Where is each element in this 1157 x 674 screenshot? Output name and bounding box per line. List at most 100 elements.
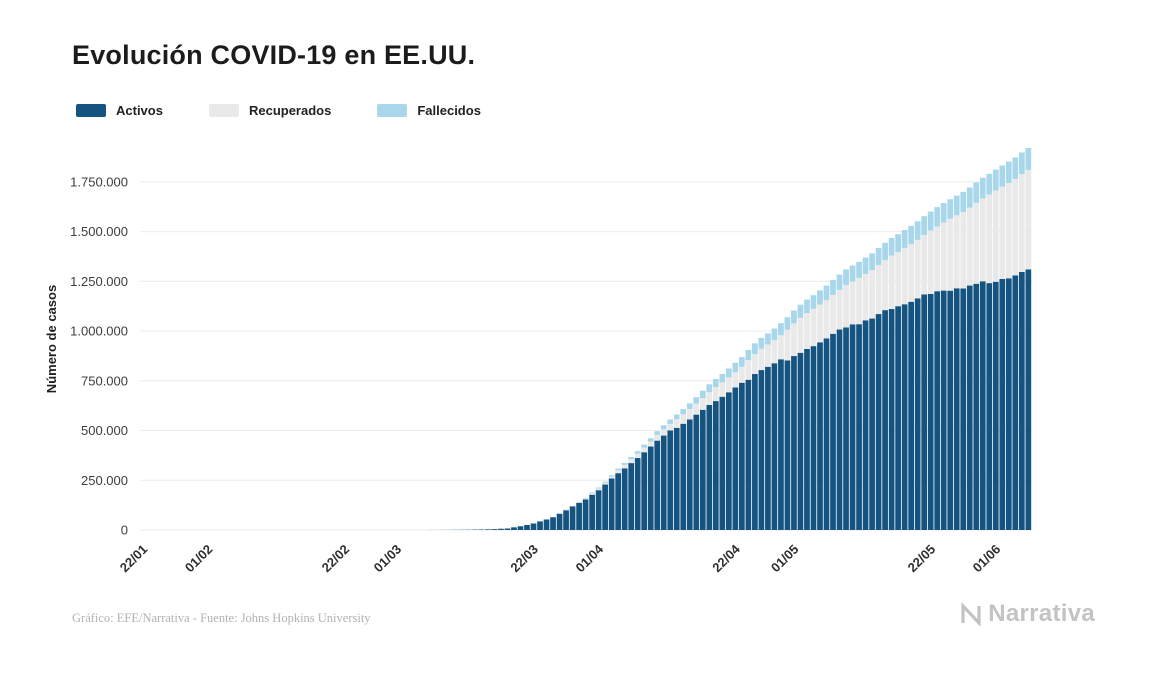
x-tick-label: 01/03	[371, 542, 405, 576]
bar-segment-activos	[797, 352, 804, 530]
bar-segment-recuperados	[686, 409, 693, 420]
bar-segment-fallecidos	[1012, 157, 1019, 179]
bar-segment-activos	[778, 359, 784, 530]
x-tick-label: 01/06	[970, 542, 1004, 576]
bar-segment-activos	[908, 301, 915, 530]
bar-segment-recuperados	[602, 482, 608, 485]
bar-segment-fallecidos	[856, 261, 862, 278]
bar-segment-activos	[498, 528, 504, 530]
bar-segment-activos	[986, 283, 993, 530]
bar-segment-activos	[543, 519, 550, 530]
bar-segment-recuperados	[1018, 174, 1025, 272]
bar-segment-recuperados	[817, 304, 823, 343]
bar-segment-fallecidos	[647, 438, 654, 442]
bar-segment-fallecidos	[608, 475, 615, 477]
bar-segment-recuperados	[901, 247, 908, 305]
bar-segment-activos	[537, 521, 543, 530]
bar-segment-recuperados	[706, 392, 713, 405]
bar-segment-fallecidos	[862, 257, 869, 274]
bar-segment-recuperados	[634, 453, 641, 459]
bar-segment-fallecidos	[992, 169, 999, 191]
bar-segment-activos	[621, 468, 628, 530]
bar-segment-activos	[712, 401, 719, 530]
legend-item-recuperados: Recuperados	[208, 103, 332, 118]
bar-segment-fallecidos	[791, 310, 797, 324]
bar-segment-recuperados	[849, 281, 856, 325]
bar-segment-fallecidos	[836, 274, 843, 290]
bar-segment-fallecidos	[986, 173, 993, 195]
bar-segment-activos	[966, 285, 973, 530]
bar-segment-fallecidos	[882, 242, 888, 261]
bar-segment-activos	[758, 370, 765, 530]
legend: Activos Recuperados Fallecidos	[76, 103, 481, 118]
bar-segment-fallecidos	[745, 349, 752, 361]
x-tick-label: 22/05	[905, 542, 939, 576]
bar-segment-fallecidos	[1018, 152, 1025, 175]
bar-segment-recuperados	[673, 419, 680, 428]
bar-segment-recuperados	[973, 202, 980, 284]
y-tick-label: 1.250.000	[70, 274, 128, 289]
bar-segment-recuperados	[582, 498, 589, 500]
bar-segment-activos	[576, 502, 582, 530]
bar-segment-recuperados	[595, 488, 602, 491]
bar-segment-recuperados	[576, 502, 582, 503]
bar-segment-fallecidos	[699, 390, 706, 399]
bar-segment-fallecidos	[908, 225, 915, 245]
bar-segment-recuperados	[856, 277, 862, 325]
bar-segment-activos	[752, 374, 758, 530]
bar-segment-fallecidos	[673, 414, 680, 420]
bar-segment-recuperados	[960, 211, 967, 289]
bar-segment-activos	[784, 360, 791, 530]
bar-segment-activos	[895, 306, 901, 530]
bar-segment-recuperados	[660, 429, 667, 436]
source-credit: Gráfico: EFE/Narrativa - Fuente: Johns H…	[72, 611, 371, 625]
bar-segment-fallecidos	[1025, 148, 1032, 170]
bar-segment-fallecidos	[667, 419, 674, 424]
bar-segment-recuperados	[888, 255, 895, 310]
bar-segment-activos	[953, 288, 960, 530]
bar-segment-activos	[934, 291, 941, 530]
bar-segment-recuperados	[680, 414, 687, 424]
bar-segment-recuperados	[719, 382, 726, 397]
bar-segment-recuperados	[921, 235, 928, 295]
bar-segment-fallecidos	[875, 247, 882, 266]
bar-segment-activos	[921, 294, 928, 530]
bar-segment-recuperados	[862, 273, 869, 321]
legend-label-recuperados: Recuperados	[248, 103, 332, 118]
bar-segment-activos	[530, 523, 537, 530]
bar-segment-fallecidos	[628, 457, 635, 460]
bar-segment-recuperados	[843, 285, 849, 328]
bar-segment-activos	[836, 329, 843, 530]
x-tick-label: 22/03	[507, 542, 541, 576]
bar-segment-activos	[550, 517, 556, 530]
bar-segment-fallecidos	[706, 384, 713, 393]
legend-item-activos: Activos	[76, 103, 163, 118]
bar-segment-activos	[504, 528, 511, 530]
bar-segment-activos	[901, 304, 908, 530]
bar-segment-recuperados	[999, 186, 1006, 279]
fallecidos-swatch	[377, 104, 408, 117]
bar-segment-fallecidos	[953, 195, 960, 216]
bar-segment-fallecidos	[595, 487, 602, 489]
bar-segment-activos	[556, 513, 563, 530]
bar-segment-activos	[719, 396, 726, 530]
bar-segment-activos	[615, 473, 622, 530]
bar-segment-recuperados	[654, 434, 661, 441]
bar-segment-fallecidos	[797, 304, 804, 318]
bar-segment-activos	[830, 333, 836, 530]
bar-segment-fallecidos	[641, 444, 648, 448]
narrativa-n-icon	[961, 602, 981, 626]
bar-segment-activos	[992, 281, 999, 530]
bar-segment-activos	[875, 314, 882, 530]
bar-segment-recuperados	[641, 447, 648, 453]
bar-segment-recuperados	[940, 222, 947, 291]
bar-segment-recuperados	[732, 372, 739, 388]
bar-segment-fallecidos	[752, 343, 758, 355]
bar-segment-fallecidos	[973, 182, 980, 203]
bar-segment-recuperados	[797, 317, 804, 353]
bar-segment-recuperados	[589, 493, 595, 495]
bar-segment-recuperados	[784, 329, 791, 361]
bar-segment-fallecidos	[732, 362, 739, 373]
bar-segment-recuperados	[771, 340, 778, 364]
